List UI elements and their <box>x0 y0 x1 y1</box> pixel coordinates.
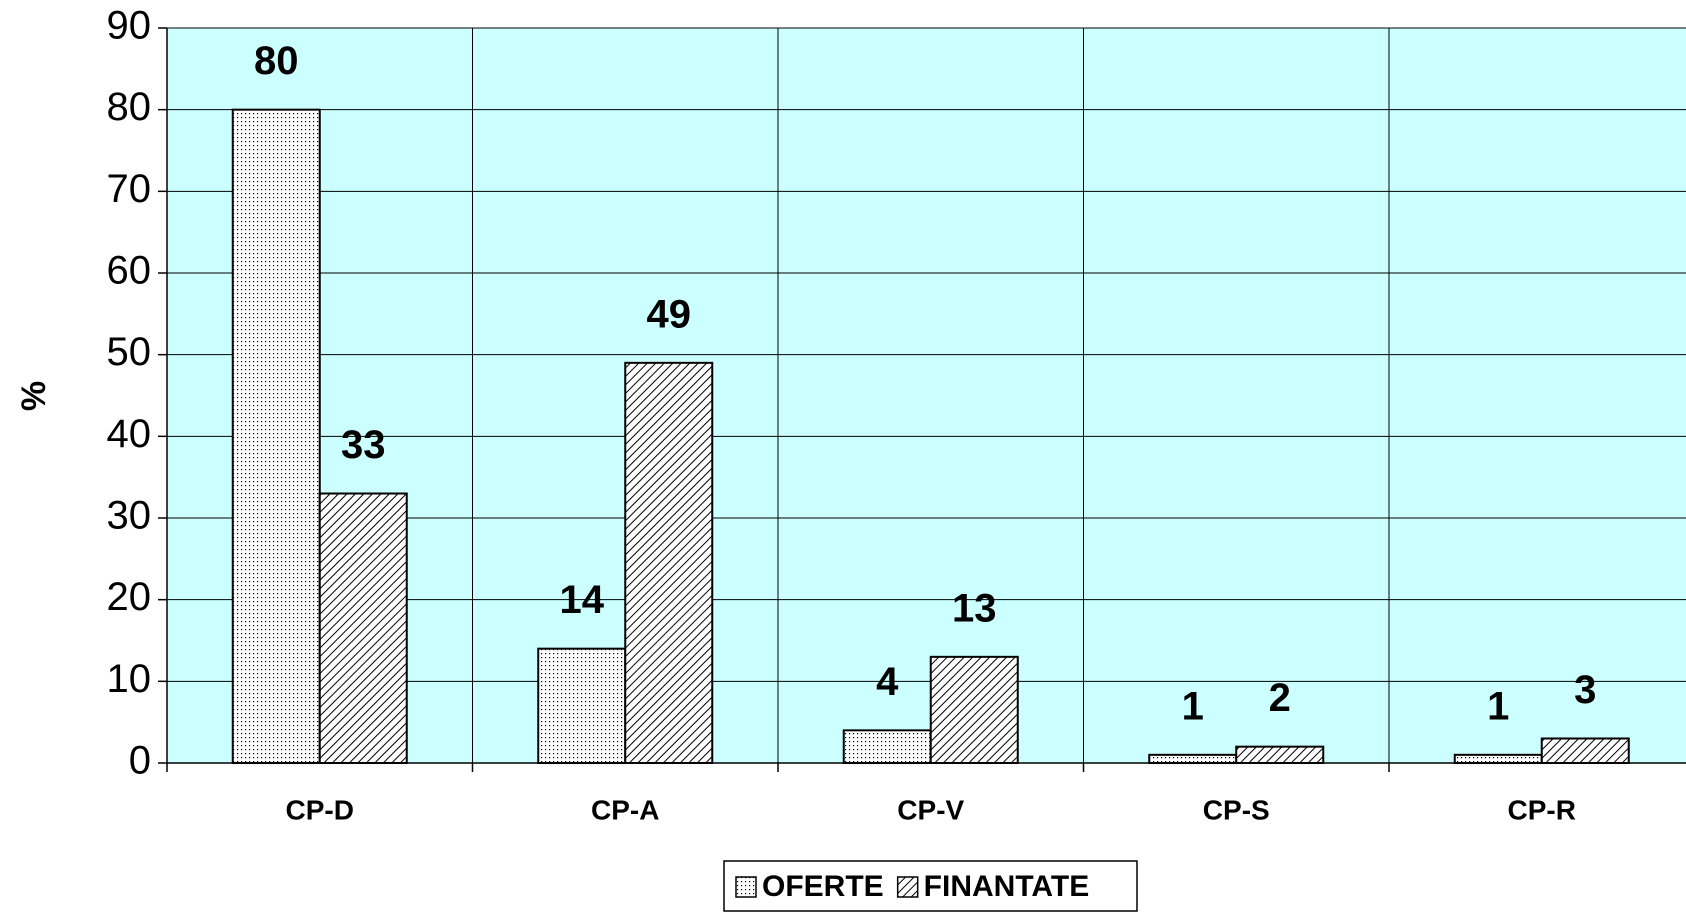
value-label: 13 <box>952 586 997 630</box>
x-tick-label: CP-S <box>1203 794 1270 825</box>
bar <box>624 361 714 764</box>
value-label: 1 <box>1487 684 1509 728</box>
bar <box>1148 753 1238 764</box>
y-tick-label: 50 <box>107 330 152 374</box>
legend-label: OFERTE <box>762 870 884 903</box>
value-label: 4 <box>876 660 899 704</box>
y-tick-label: 30 <box>107 494 152 538</box>
legend-swatch <box>735 876 757 898</box>
y-tick-label: 10 <box>107 657 152 701</box>
x-tick-label: CP-R <box>1508 794 1576 825</box>
x-tick-label: CP-D <box>286 794 354 825</box>
value-label: 80 <box>254 39 299 83</box>
y-tick-label: 20 <box>107 575 152 619</box>
value-label: 3 <box>1574 668 1596 712</box>
value-label: 33 <box>341 423 386 467</box>
y-tick-label: 0 <box>129 739 151 783</box>
bar <box>1453 753 1543 764</box>
value-label: 2 <box>1269 676 1291 720</box>
bar <box>1540 737 1630 764</box>
y-tick-label: 80 <box>107 85 152 129</box>
bar <box>318 492 408 764</box>
plot-area <box>167 28 1686 763</box>
bar <box>537 647 627 765</box>
bar <box>842 729 932 764</box>
bar <box>1235 745 1325 765</box>
x-tick-label: CP-V <box>897 794 964 825</box>
y-tick-label: 60 <box>107 249 152 293</box>
y-tick-label: 40 <box>107 412 152 456</box>
y-tick-label: 70 <box>107 167 152 211</box>
x-tick-label: CP-A <box>591 794 659 825</box>
value-label: 14 <box>560 578 605 622</box>
y-tick-label: 90 <box>107 4 152 48</box>
bar <box>929 655 1019 764</box>
y-axis-label: % <box>15 381 53 411</box>
legend-box <box>723 860 1138 912</box>
value-label: 1 <box>1182 684 1204 728</box>
bar <box>231 108 321 764</box>
legend-swatch <box>896 876 919 898</box>
value-label: 49 <box>647 292 692 336</box>
legend-label: FINANTATE <box>924 870 1090 903</box>
